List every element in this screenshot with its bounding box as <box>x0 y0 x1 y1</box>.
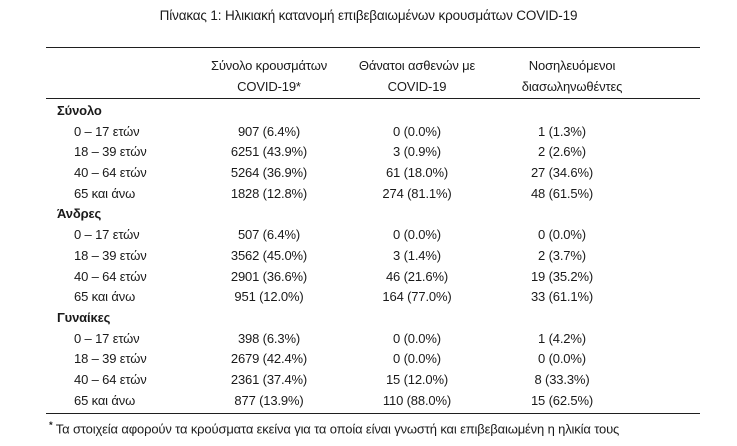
intubated-value: 1 (4.2%) <box>538 330 586 346</box>
table-row: 40 – 64 ετών 2361 (37.4%) 15 (12.0%) 8 (33.… <box>46 370 700 391</box>
cases-value: 2361 (37.4%) <box>230 371 308 387</box>
table-row: 18 – 39 ετών 2679 (42.4%) 0 (0.0%) 0 (0.0%) <box>46 349 700 370</box>
column-header-empty <box>46 55 186 98</box>
table-row: 65 και άνω 951 (12.0%) 164 (77.0%) 33 (61.1… <box>46 287 700 308</box>
intubated-value: 19 (35.2%) <box>530 268 594 284</box>
section-label: Άνδρες <box>57 206 102 222</box>
column-header-line: Σύνολο κρουσμάτων <box>210 58 328 73</box>
cases-value: 2679 (42.4%) <box>230 351 308 367</box>
deaths-value: 15 (12.0%) <box>385 371 449 387</box>
intubated-value: 0 (0.0%) <box>538 351 586 367</box>
intubated-value: 0 (0.0%) <box>538 227 586 243</box>
intubated-value: 48 (61.5%) <box>530 185 594 201</box>
section-header-row: Άνδρες <box>46 204 700 225</box>
deaths-value: 3 (0.9%) <box>393 144 441 160</box>
cases-value: 3562 (45.0%) <box>230 247 308 263</box>
intubated-value: 8 (33.3%) <box>534 371 590 387</box>
age-label: 40 – 64 ετών <box>74 371 147 387</box>
table-row: 0 – 17 ετών 907 (6.4%) 0 (0.0%) 1 (1.3%) <box>46 122 700 143</box>
table-row: 40 – 64 ετών 5264 (36.9%) 61 (18.0%) 27 (34… <box>46 163 700 184</box>
column-header-deaths: Θάνατοι ασθενών με COVID-19 <box>352 55 482 98</box>
age-label: 65 και άνω <box>74 392 136 408</box>
table-row: 18 – 39 ετών 3562 (45.0%) 3 (1.4%) 2 (3.7%) <box>46 246 700 267</box>
deaths-value: 0 (0.0%) <box>393 123 441 139</box>
age-label: 18 – 39 ετών <box>74 247 147 263</box>
cases-value: 507 (6.4%) <box>237 227 301 243</box>
intubated-value: 1 (1.3%) <box>538 123 586 139</box>
column-header-line: COVID-19* <box>237 79 301 94</box>
deaths-value: 0 (0.0%) <box>393 227 441 243</box>
section-label: Γυναίκες <box>57 309 111 325</box>
deaths-value: 0 (0.0%) <box>393 330 441 346</box>
age-label: 65 και άνω <box>74 289 136 305</box>
cases-value: 951 (12.0%) <box>234 289 304 305</box>
section-header-row: Γυναίκες <box>46 308 700 329</box>
deaths-value: 3 (1.4%) <box>393 247 441 263</box>
intubated-value: 15 (62.5%) <box>530 392 594 408</box>
age-label: 65 και άνω <box>74 185 136 201</box>
section-header-row: Σύνολο <box>46 101 700 122</box>
column-header-intubated: Νοσηλευόμενοι διασωληνωθέντες <box>492 55 652 98</box>
intubated-value: 2 (2.6%) <box>538 144 586 160</box>
deaths-value: 110 (88.0%) <box>382 392 452 408</box>
age-label: 40 – 64 ετών <box>74 165 147 181</box>
column-header-line: COVID-19 <box>387 79 447 94</box>
table-title: Πίνακας 1: Ηλικιακή κατανομή επιβεβαιωμέ… <box>159 8 578 23</box>
deaths-value: 274 (81.1%) <box>382 185 452 201</box>
table-row: 0 – 17 ετών 507 (6.4%) 0 (0.0%) 0 (0.0%) <box>46 225 700 246</box>
age-label: 0 – 17 ετών <box>74 227 140 243</box>
intubated-value: 27 (34.6%) <box>530 165 594 181</box>
cases-value: 5264 (36.9%) <box>230 165 308 181</box>
deaths-value: 46 (21.6%) <box>385 268 449 284</box>
covid-age-table: Σύνολο κρουσμάτων COVID-19* Θάνατοι ασθε… <box>46 47 700 439</box>
age-label: 0 – 17 ετών <box>74 330 140 346</box>
table-row: 0 – 17 ετών 398 (6.3%) 0 (0.0%) 1 (4.2%) <box>46 329 700 350</box>
column-header-line: διασωληνωθέντες <box>521 79 623 94</box>
footnote-text: Τα στοιχεία αφορούν τα κρούσματα εκείνα … <box>55 421 620 437</box>
table-header-row: Σύνολο κρουσμάτων COVID-19* Θάνατοι ασθε… <box>46 48 700 99</box>
table-row: 18 – 39 ετών 6251 (43.9%) 3 (0.9%) 2 (2.6%) <box>46 142 700 163</box>
table-row: 65 και άνω 877 (13.9%) 110 (88.0%) 15 (62.5… <box>46 391 700 412</box>
column-header-line: Θάνατοι ασθενών με <box>358 58 476 73</box>
age-label: 40 – 64 ετών <box>74 268 147 284</box>
intubated-value: 33 (61.1%) <box>530 289 594 305</box>
intubated-value: 2 (3.7%) <box>538 247 586 263</box>
table-body: Σύνολο 0 – 17 ετών 907 (6.4%) 0 (0.0%) 1 (1.… <box>46 99 700 415</box>
cases-value: 2901 (36.6%) <box>230 268 308 284</box>
cases-value: 877 (13.9%) <box>234 392 304 408</box>
table-row: 65 και άνω 1828 (12.8%) 274 (81.1%) 48 (61.… <box>46 184 700 205</box>
deaths-value: 61 (18.0%) <box>385 165 449 181</box>
age-label: 18 – 39 ετών <box>74 144 147 160</box>
column-header-cases: Σύνολο κρουσμάτων COVID-19* <box>186 55 352 98</box>
table-row: 40 – 64 ετών 2901 (36.6%) 46 (21.6%) 19 (35… <box>46 267 700 288</box>
age-label: 18 – 39 ετών <box>74 351 147 367</box>
table-footnote: * Τα στοιχεία αφορούν τα κρούσματα εκείν… <box>46 414 700 438</box>
cases-value: 1828 (12.8%) <box>230 185 308 201</box>
deaths-value: 0 (0.0%) <box>393 351 441 367</box>
age-label: 0 – 17 ετών <box>74 123 140 139</box>
footnote-marker: * <box>49 420 53 432</box>
deaths-value: 164 (77.0%) <box>382 289 452 305</box>
cases-value: 6251 (43.9%) <box>230 144 308 160</box>
column-header-line: Νοσηλευόμενοι <box>528 58 616 73</box>
cases-value: 398 (6.3%) <box>237 330 301 346</box>
section-label: Σύνολο <box>57 103 102 118</box>
cases-value: 907 (6.4%) <box>237 123 301 139</box>
